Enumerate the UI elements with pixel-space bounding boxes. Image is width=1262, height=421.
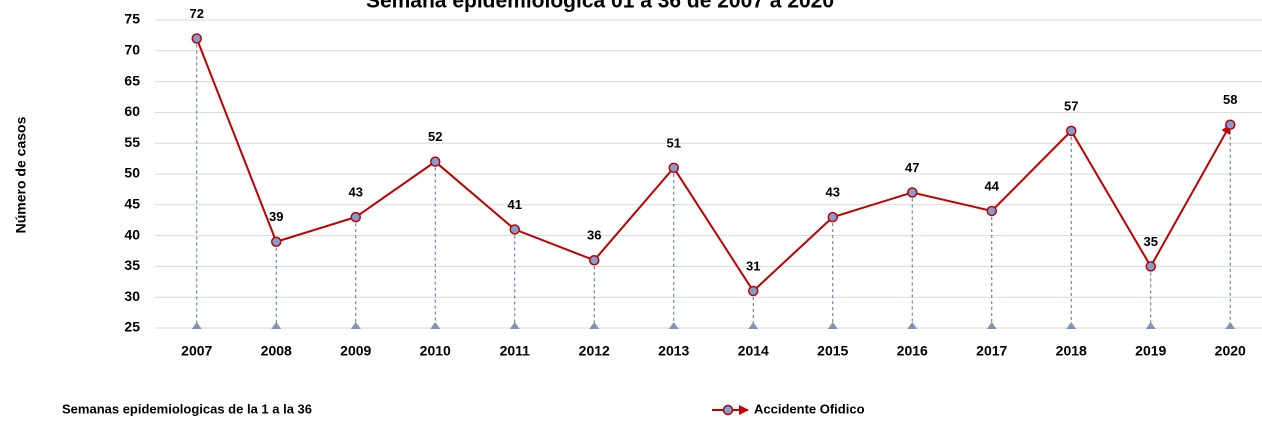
data-label: 31 — [746, 258, 760, 273]
drop-base — [986, 322, 997, 329]
drop-base — [1145, 322, 1156, 329]
data-label: 58 — [1223, 92, 1237, 107]
y-tick-label: 30 — [124, 288, 140, 304]
x-tick-label: 2011 — [500, 343, 531, 359]
x-tick-label: 2019 — [1135, 343, 1166, 359]
point — [350, 211, 361, 223]
data-label: 36 — [587, 228, 601, 243]
y-tick-label: 25 — [124, 319, 140, 335]
data-label: 35 — [1144, 234, 1158, 249]
drop-base — [509, 322, 520, 329]
point — [668, 162, 679, 174]
drop-base — [191, 322, 202, 329]
legend-label: Accidente Ofidico — [754, 401, 865, 416]
point — [1145, 261, 1156, 272]
data-label: 51 — [667, 135, 681, 150]
x-tick-label: 2018 — [1056, 343, 1087, 359]
y-tick-label: 65 — [124, 72, 140, 88]
data-label: 57 — [1064, 98, 1078, 113]
x-tick-label: 2009 — [340, 343, 371, 359]
y-tick-label: 40 — [124, 226, 140, 242]
legend-marker — [722, 404, 734, 416]
drop-base — [907, 322, 918, 329]
drop-base — [430, 322, 441, 329]
point — [509, 224, 520, 235]
point — [986, 205, 997, 217]
drop-base — [1066, 322, 1077, 329]
drop-base — [748, 322, 759, 329]
y-tick-label: 60 — [124, 103, 140, 119]
x-tick-label: 2014 — [738, 343, 769, 359]
x-tick-label: 2008 — [261, 343, 292, 359]
point — [271, 236, 282, 248]
chart-title: Semana epidemiológica 01 a 36 de 2007 a … — [366, 0, 834, 13]
data-label: 72 — [190, 6, 204, 21]
point — [1066, 125, 1077, 137]
data-label: 39 — [269, 209, 283, 224]
point — [430, 156, 441, 167]
drop-base — [589, 322, 600, 329]
y-tick-label: 45 — [124, 196, 140, 212]
point — [589, 254, 600, 266]
y-tick-label: 70 — [124, 42, 140, 58]
x-tick-label: 2016 — [897, 343, 928, 359]
point — [827, 211, 838, 223]
point — [907, 187, 918, 198]
data-label: 43 — [349, 185, 363, 200]
drop-base — [668, 322, 679, 329]
y-tick-label: 75 — [124, 11, 140, 27]
y-tick-label: 55 — [124, 134, 140, 150]
drop-base — [271, 322, 282, 329]
y-axis-title: Número de casos — [13, 116, 29, 233]
y-tick-label: 50 — [124, 165, 140, 181]
data-label: 52 — [428, 129, 442, 144]
point — [191, 33, 202, 44]
drop-base — [1225, 322, 1236, 329]
x-tick-label: 2020 — [1215, 343, 1246, 359]
x-axis-title: Semanas epidemiologicas de la 1 a la 36 — [62, 401, 312, 416]
series-line — [195, 38, 1232, 293]
x-tick-label: 2015 — [817, 343, 848, 359]
data-label: 44 — [985, 178, 1000, 193]
x-tick-label: 2013 — [658, 343, 689, 359]
x-tick-label: 2012 — [579, 343, 610, 359]
drop-base — [827, 322, 838, 329]
data-label: 47 — [905, 160, 919, 175]
x-tick-label: 2017 — [976, 343, 1007, 359]
data-label: 41 — [508, 197, 522, 212]
drop-base — [350, 322, 361, 329]
y-tick-label: 35 — [124, 257, 140, 273]
data-label: 43 — [826, 185, 840, 200]
point — [1225, 119, 1236, 130]
x-tick-label: 2010 — [420, 343, 451, 359]
x-tick-label: 2007 — [181, 343, 212, 359]
point — [748, 285, 759, 297]
